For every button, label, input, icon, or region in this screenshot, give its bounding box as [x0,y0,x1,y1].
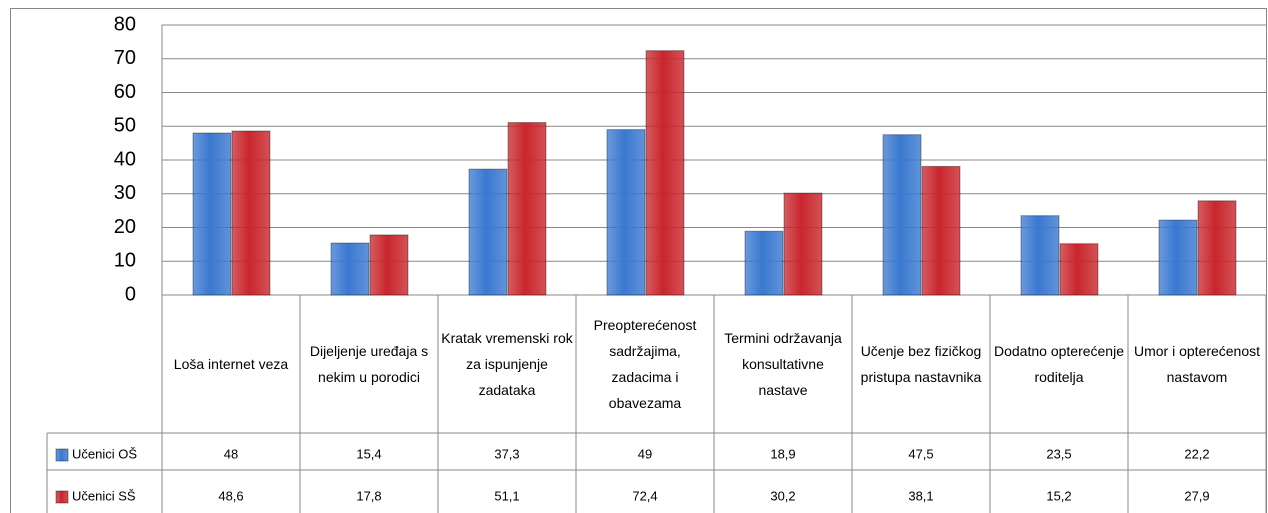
x-tick-label: Dijeljenje uređaja s nekim u porodici [309,343,429,385]
value-label: 15,2 [1046,488,1071,503]
y-tick-label: 30 [114,182,136,204]
category-cell: Preopterećenost sadržajima, zadacima i o… [593,317,697,411]
value-label: 17,8 [356,488,381,503]
category-cell: Umor i opterećenost nastavom [1133,343,1261,385]
value-label: 72,4 [632,488,657,503]
value-label: 49 [638,446,652,461]
value-label: 48,6 [218,488,243,503]
x-tick-label: Preopterećenost sadržajima, zadacima i o… [593,317,697,411]
bar [744,230,784,296]
bar [645,50,685,296]
value-label: 38,1 [908,488,933,503]
bar [369,234,409,296]
x-tick-label: Umor i opterećenost nastavom [1133,343,1261,385]
legend-label: Učenici OŠ [72,446,137,461]
legend-swatch [55,448,69,462]
legend-swatch [55,490,69,504]
chart-frame [10,8,1267,513]
bar [468,168,508,296]
y-tick-label: 40 [114,148,136,170]
category-cell: Termini održavanja konsultativne nastave [724,330,842,398]
bar [921,165,961,296]
bar [330,242,370,296]
bar [507,122,547,296]
category-cell: Loša internet veza [173,356,289,372]
legend-label: Učenici SŠ [72,488,136,503]
value-label: 27,9 [1184,488,1209,503]
y-tick-label: 60 [114,81,136,103]
bar [1197,200,1237,296]
value-label: 22,2 [1184,446,1209,461]
bar [1059,243,1099,296]
value-label: 15,4 [356,446,381,461]
y-tick-label: 0 [125,283,136,305]
bar [231,130,271,296]
x-tick-label: Termini održavanja konsultativne nastave [724,330,842,398]
bar [882,134,922,296]
value-label: 23,5 [1046,446,1071,461]
bar [1158,219,1198,296]
bar [192,132,232,296]
bar [1020,215,1060,296]
x-tick-label: Dodatno opterećenje roditelja [994,343,1124,385]
x-tick-label: Loša internet veza [173,356,289,372]
y-tick-label: 80 [114,13,136,35]
y-tick-label: 70 [114,47,136,69]
y-tick-label: 10 [114,250,136,272]
value-label: 18,9 [770,446,795,461]
value-label: 48 [224,446,238,461]
value-label: 47,5 [908,446,933,461]
bar [606,129,646,296]
category-cell: Kratak vremenski rok za ispunjenje zadat… [441,330,573,398]
x-tick-label: Učenje bez fizičkog pristupa nastavnika [860,343,982,385]
bar [783,192,823,296]
value-label: 51,1 [494,488,519,503]
category-cell: Dodatno opterećenje roditelja [994,343,1124,385]
y-tick-label: 50 [114,115,136,137]
value-label: 37,3 [494,446,519,461]
x-tick-label: Kratak vremenski rok za ispunjenje zadat… [441,330,573,398]
y-tick-label: 20 [114,216,136,238]
category-cell: Dijeljenje uređaja s nekim u porodici [309,343,429,385]
category-cell: Učenje bez fizičkog pristupa nastavnika [860,343,982,385]
value-label: 30,2 [770,488,795,503]
